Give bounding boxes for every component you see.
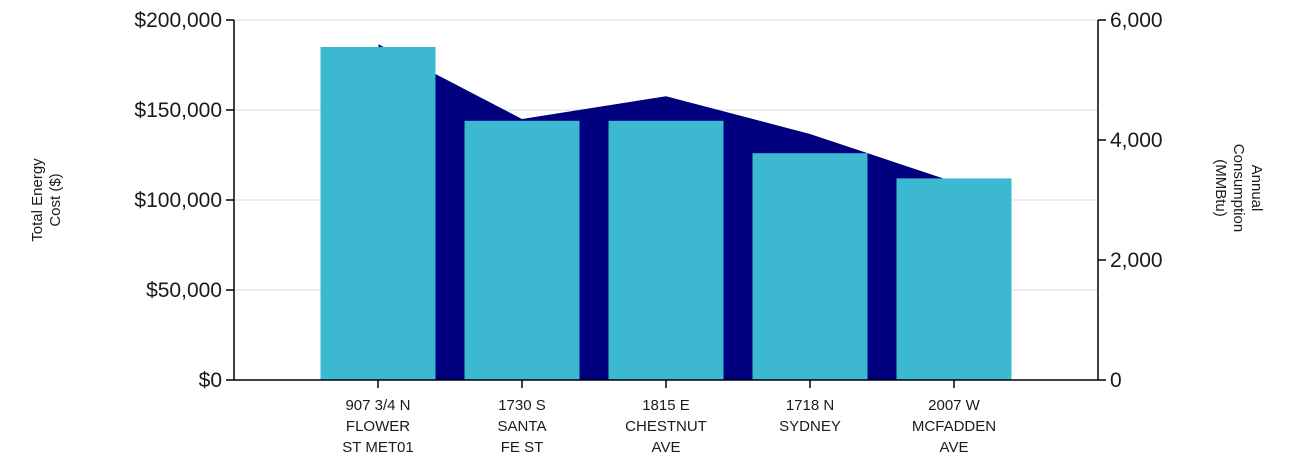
cost-bar-4 <box>897 178 1012 380</box>
x-tick-label-0-0: 907 3/4 N <box>345 397 410 414</box>
right-tick-label-0: 0 <box>1110 369 1122 392</box>
x-tick-label-1-2: FE ST <box>501 439 544 456</box>
cost-bar-0 <box>321 47 436 380</box>
left-tick-label-2: $100,000 <box>134 189 222 212</box>
x-tick-label-3-1: SYDNEY <box>779 418 841 435</box>
right-axis-title-line-2: (MMBtu) <box>1212 159 1229 217</box>
left-axis-title-line-1: Cost ($) <box>47 173 64 226</box>
x-tick-label-0-2: ST MET01 <box>342 439 413 456</box>
x-tick-label-2-2: AVE <box>652 439 681 456</box>
right-tick-label-3: 6,000 <box>1110 9 1163 32</box>
right-axis-title-line-1: Consumption <box>1230 144 1247 232</box>
x-tick-label-2-0: 1815 E <box>642 397 690 414</box>
left-axis-title-line-0: Total Energy <box>29 158 46 242</box>
right-tick-label-2: 4,000 <box>1110 129 1163 152</box>
right-tick-label-1: 2,000 <box>1110 249 1163 272</box>
left-tick-label-4: $200,000 <box>134 9 222 32</box>
left-tick-label-1: $50,000 <box>146 279 222 302</box>
x-tick-label-1-0: 1730 S <box>498 397 546 414</box>
x-tick-label-2-1: CHESTNUT <box>625 418 707 435</box>
cost-bar-1 <box>465 121 580 380</box>
cost-bar-3 <box>753 153 868 380</box>
x-tick-label-1-1: SANTA <box>498 418 547 435</box>
x-tick-label-4-2: AVE <box>940 439 969 456</box>
right-axis-title-line-0: Annual <box>1248 165 1265 212</box>
x-tick-label-4-0: 2007 W <box>928 397 981 414</box>
x-tick-label-3-0: 1718 N <box>786 397 834 414</box>
left-tick-label-3: $150,000 <box>134 99 222 122</box>
left-tick-label-0: $0 <box>199 369 222 392</box>
x-tick-label-0-1: FLOWER <box>346 418 410 435</box>
cost-bar-2 <box>609 121 724 380</box>
x-tick-label-4-1: MCFADDEN <box>912 418 996 435</box>
